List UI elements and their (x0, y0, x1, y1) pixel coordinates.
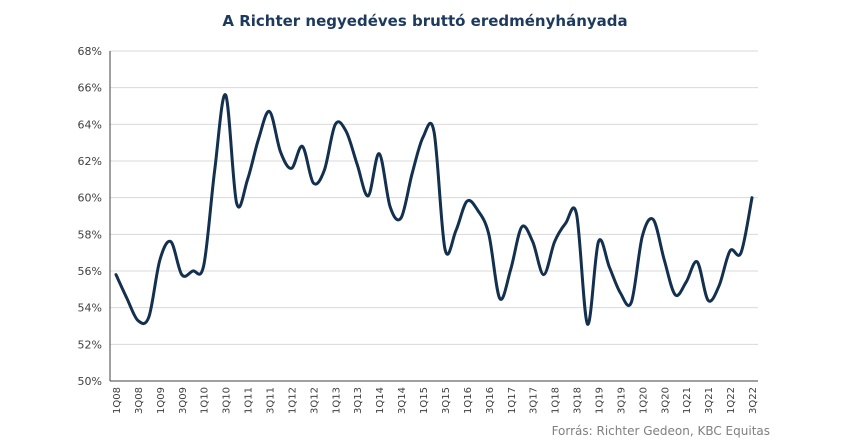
series-line (114, 93, 754, 326)
x-tick-label: 3Q16 (485, 387, 496, 414)
y-tick-label: 58% (78, 228, 102, 241)
x-tick-label: 1Q17 (507, 387, 518, 414)
y-tick-label: 54% (78, 302, 102, 315)
x-tick-label: 1Q12 (287, 387, 298, 414)
x-tick-label: 3Q08 (134, 387, 145, 414)
x-tick-label: 1Q22 (726, 387, 737, 414)
x-tick-label: 1Q19 (594, 387, 605, 414)
x-tick-label: 3Q21 (704, 387, 715, 414)
x-tick-label: 3Q19 (616, 387, 627, 414)
source-note: Forrás: Richter Gedeon, KBC Equitas (551, 424, 770, 438)
x-tick-label: 1Q21 (682, 387, 693, 414)
chart-title: A Richter negyedéves bruttó eredményhány… (222, 12, 628, 30)
x-tick-label: 1Q14 (375, 387, 386, 414)
y-tick-labels: 50% 52% 54% 56% 58% 60% 62% 64% 66% 68% (78, 45, 102, 388)
x-tick-label: 1Q13 (331, 387, 342, 414)
x-tick-label: 3Q14 (397, 387, 408, 414)
axes (109, 51, 758, 382)
x-tick-label: 3Q12 (309, 387, 320, 414)
x-tick-label: 1Q11 (244, 387, 255, 414)
x-tick-label: 3Q13 (353, 387, 364, 414)
x-tick-label: 3Q11 (266, 387, 277, 414)
x-tick-labels: 1Q08 3Q08 1Q09 3Q09 1Q10 3Q10 1Q11 3Q11 1Q12 3Q12… (112, 387, 759, 414)
series-layer (114, 93, 754, 326)
gridlines (110, 50, 758, 345)
y-tick-label: 52% (78, 338, 102, 351)
x-tick-label: 3Q09 (178, 387, 189, 414)
x-tick-label: 1Q16 (463, 387, 474, 414)
y-tick-label: 66% (78, 82, 102, 95)
x-tick-label: 1Q20 (638, 387, 649, 414)
x-tick-label: 1Q09 (156, 387, 167, 414)
x-tick-label: 3Q18 (573, 387, 584, 414)
y-tick-label: 62% (78, 155, 102, 168)
x-tick-label: 3Q17 (529, 387, 540, 414)
x-tick-label: 1Q15 (419, 387, 430, 414)
x-tick-label: 3Q15 (441, 387, 452, 414)
y-tick-label: 68% (78, 45, 102, 58)
x-tick-label: 1Q08 (112, 387, 123, 414)
y-tick-label: 56% (78, 265, 102, 278)
x-tick-label: 3Q20 (660, 387, 671, 414)
x-tick-label: 1Q10 (200, 387, 211, 414)
x-tick-label: 3Q22 (748, 387, 759, 414)
x-tick-label: 3Q10 (222, 387, 233, 414)
y-tick-label: 50% (78, 375, 102, 388)
x-tick-label: 1Q18 (551, 387, 562, 414)
y-tick-label: 64% (78, 118, 102, 131)
y-tick-label: 60% (78, 192, 102, 205)
